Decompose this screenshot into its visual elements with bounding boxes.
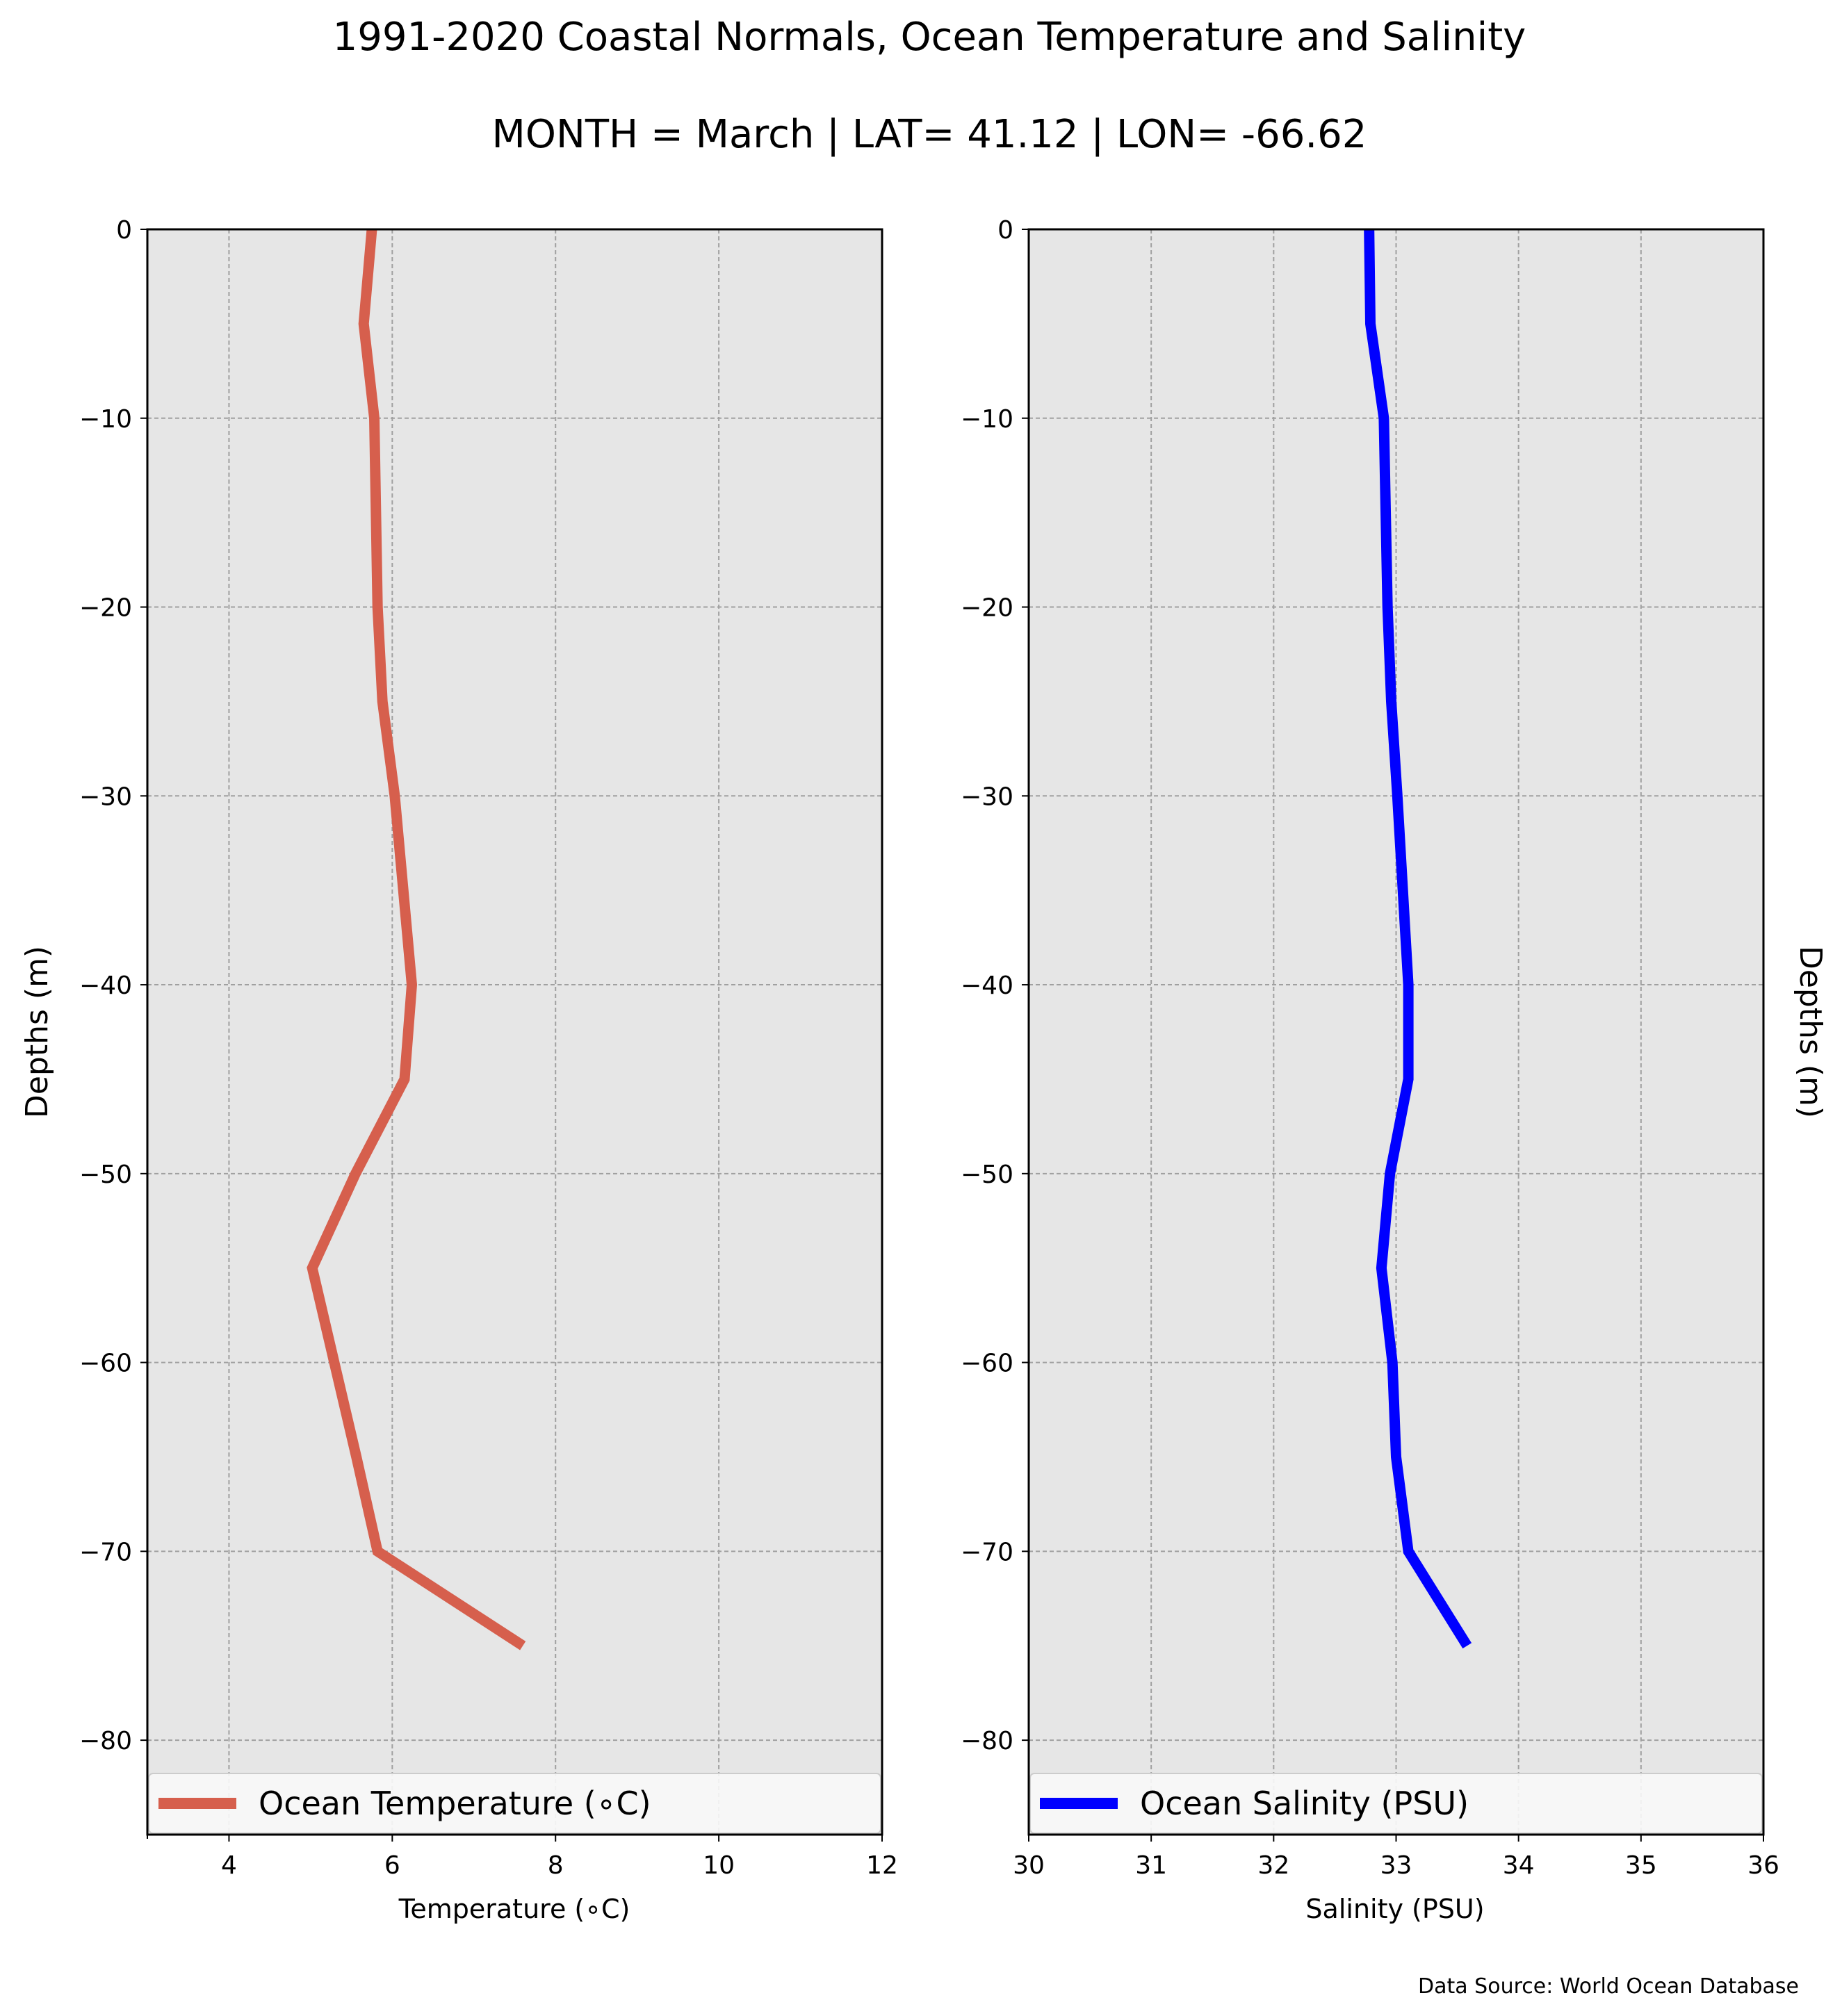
y-axis-label: Depths (m) <box>19 946 55 1118</box>
y-tick-label: −40 <box>961 972 1013 1000</box>
y-tick-label: −80 <box>961 1727 1013 1755</box>
x-tick-label: 34 <box>1503 1851 1535 1880</box>
salinity-panel: Ocean Salinity (PSU) 30 31 32 33 34 35 36 0 −10… <box>961 216 1828 1924</box>
data-source-note: Data Source: World Ocean Database <box>1418 1974 1799 1999</box>
profile-line <box>1364 229 1472 1649</box>
x-axis-ticks: 4 6 8 10 12 <box>147 1835 898 1880</box>
legend: Ocean Temperature (∘C) <box>148 1773 881 1834</box>
x-axis-ticks: 30 31 32 33 34 35 36 <box>1013 1835 1779 1880</box>
x-tick-label: 4 <box>221 1851 237 1880</box>
x-tick-label: 30 <box>1013 1851 1045 1880</box>
y-tick-label: −10 <box>79 405 132 434</box>
axes-frame <box>146 228 883 1836</box>
x-axis-label: Temperature (∘C) <box>398 1894 630 1924</box>
y-tick-label: 0 <box>997 216 1013 245</box>
y-tick-label: −40 <box>79 972 132 1000</box>
x-tick-label: 10 <box>703 1851 735 1880</box>
y-tick-label: −20 <box>79 594 132 623</box>
legend-box <box>1029 1773 1763 1834</box>
y-axis-ticks: 0 −10 −20 −30 −40 −50 −60 −70 −80 <box>79 216 147 1755</box>
plot-area <box>147 229 882 1835</box>
profile-line <box>307 229 526 1650</box>
temperature-panel: Ocean Temperature (∘C) 4 6 8 10 12 0 −10 −20 −3… <box>19 216 898 1924</box>
grid-lines <box>147 229 883 1835</box>
y-tick-label: −70 <box>961 1538 1013 1566</box>
figure-subtitle: MONTH = March | LAT= 41.12 | LON= -66.62 <box>492 112 1367 157</box>
y-tick-label: −50 <box>961 1161 1013 1189</box>
y-tick-label: −60 <box>79 1350 132 1378</box>
figure-title: 1991-2020 Coastal Normals, Ocean Tempera… <box>333 15 1526 60</box>
x-tick-label: 35 <box>1625 1851 1657 1880</box>
series-layer <box>307 229 526 1650</box>
y-axis-ticks: 0 −10 −20 −30 −40 −50 −60 −70 −80 <box>961 216 1029 1755</box>
x-tick-label: 31 <box>1135 1851 1167 1880</box>
y-tick-label: −60 <box>961 1350 1013 1378</box>
y-tick-label: −30 <box>79 782 132 811</box>
legend-box <box>148 1773 881 1834</box>
y-tick-label: −50 <box>79 1161 132 1189</box>
y-tick-label: −10 <box>961 405 1013 434</box>
x-tick-label: 32 <box>1257 1851 1289 1880</box>
y-axis-label: Depths (m) <box>1793 946 1828 1118</box>
series-layer <box>1364 229 1472 1649</box>
y-tick-label: −20 <box>961 594 1013 623</box>
x-tick-label: 6 <box>384 1851 400 1880</box>
y-tick-label: −30 <box>961 782 1013 811</box>
x-tick-label: 36 <box>1747 1851 1779 1880</box>
legend-label: Ocean Temperature (∘C) <box>259 1785 651 1822</box>
x-tick-label: 8 <box>548 1851 564 1880</box>
x-axis-label: Salinity (PSU) <box>1305 1894 1484 1924</box>
y-tick-label: −70 <box>79 1538 132 1566</box>
y-tick-label: 0 <box>116 216 132 245</box>
legend: Ocean Salinity (PSU) <box>1029 1773 1763 1834</box>
x-tick-label: 33 <box>1380 1851 1412 1880</box>
legend-label: Ocean Salinity (PSU) <box>1140 1785 1469 1822</box>
y-tick-label: −80 <box>79 1727 132 1755</box>
x-tick-label: 12 <box>866 1851 898 1880</box>
